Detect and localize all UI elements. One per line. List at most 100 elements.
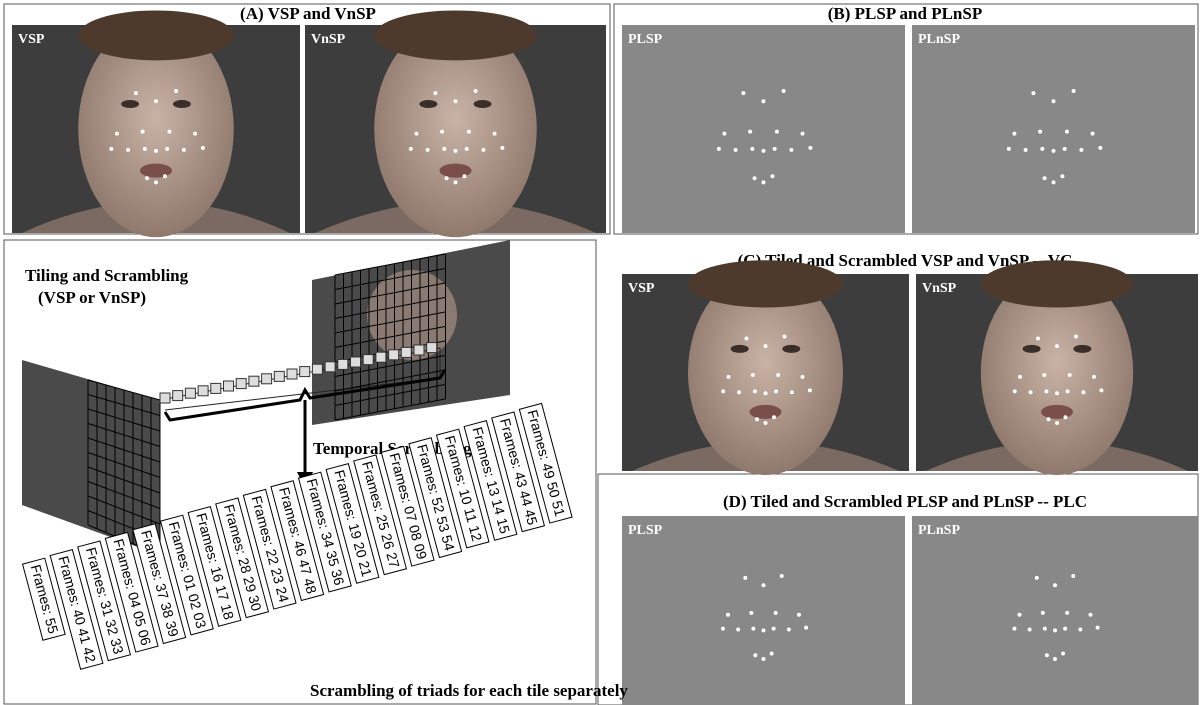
- marker-dot: [782, 89, 786, 93]
- marker-dot: [789, 148, 793, 152]
- marker-dot: [462, 174, 466, 178]
- mouth: [140, 164, 172, 178]
- hair: [688, 260, 843, 307]
- marker-dot: [1061, 651, 1065, 655]
- panel-title: (B) PLSP and PLnSP: [828, 4, 982, 23]
- frame-cube: [211, 383, 221, 393]
- hair: [78, 10, 234, 60]
- marker-dot: [1036, 336, 1040, 340]
- marker-dot: [1012, 132, 1016, 136]
- marker-dot: [764, 391, 768, 395]
- marker-dot: [433, 91, 437, 95]
- marker-dot: [1074, 335, 1078, 339]
- image-label: VSP: [628, 281, 655, 296]
- marker-dot: [414, 132, 418, 136]
- marker-dot: [1024, 148, 1028, 152]
- marker-dot: [1041, 611, 1045, 615]
- frame-cube: [401, 347, 411, 357]
- mouth: [1041, 405, 1073, 419]
- marker-dot: [801, 132, 805, 136]
- marker-dot: [1072, 89, 1076, 93]
- frame-cube: [312, 364, 322, 374]
- marker-dot: [1055, 391, 1059, 395]
- display-bg: [622, 516, 905, 705]
- marker-dot: [1018, 375, 1022, 379]
- frame-cube: [160, 393, 170, 403]
- marker-dot: [1007, 147, 1011, 151]
- marker-dot: [755, 417, 759, 421]
- marker-dot: [126, 148, 130, 152]
- eye: [419, 100, 437, 108]
- panel-title: (D) Tiled and Scrambled PLSP and PLnSP -…: [723, 492, 1087, 511]
- image-label: PLSP: [628, 523, 663, 538]
- marker-dot: [804, 626, 808, 630]
- marker-dot: [474, 89, 478, 93]
- marker-dot: [749, 611, 753, 615]
- marker-dot: [1031, 91, 1035, 95]
- mouth: [750, 405, 782, 419]
- frame-cube: [363, 355, 373, 365]
- frame-cube: [249, 376, 259, 386]
- marker-dot: [1081, 390, 1085, 394]
- marker-dot: [445, 176, 449, 180]
- marker-dot: [1063, 147, 1067, 151]
- marker-dot: [743, 576, 747, 580]
- marker-dot: [426, 148, 430, 152]
- eye: [1023, 345, 1041, 353]
- marker-dot: [770, 651, 774, 655]
- marker-dot: [442, 147, 446, 151]
- marker-dot: [773, 147, 777, 151]
- marker-dot: [750, 147, 754, 151]
- marker-dot: [467, 130, 471, 134]
- marker-dot: [1063, 627, 1067, 631]
- marker-dot: [1066, 389, 1070, 393]
- marker-dot: [1079, 148, 1083, 152]
- marker-dot: [744, 336, 748, 340]
- marker-dot: [790, 390, 794, 394]
- marker-dot: [808, 146, 812, 150]
- marker-dot: [722, 132, 726, 136]
- marker-dot: [774, 389, 778, 393]
- frame-cube: [338, 359, 348, 369]
- marker-dot: [1063, 415, 1067, 419]
- marker-dot: [1065, 130, 1069, 134]
- marker-dot: [1053, 657, 1057, 661]
- marker-dot: [721, 389, 725, 393]
- frame-cube: [300, 367, 310, 377]
- image: PLnSP: [912, 25, 1195, 233]
- marker-dot: [774, 611, 778, 615]
- marker-dot: [783, 335, 787, 339]
- marker-dot: [465, 147, 469, 151]
- hair: [981, 260, 1133, 307]
- marker-dot: [134, 91, 138, 95]
- marker-dot: [762, 180, 766, 184]
- marker-dot: [154, 149, 158, 153]
- frame-cube: [427, 343, 437, 353]
- marker-dot: [726, 613, 730, 617]
- diagram-title: Tiling and Scrambling: [25, 266, 189, 285]
- hair: [374, 10, 537, 60]
- marker-dot: [717, 147, 721, 151]
- marker-dot: [154, 99, 158, 103]
- marker-dot: [751, 373, 755, 377]
- frame-cube: [376, 352, 386, 362]
- frame-cube: [274, 371, 284, 381]
- marker-dot: [1043, 176, 1047, 180]
- marker-dot: [1018, 613, 1022, 617]
- marker-dot: [143, 147, 147, 151]
- marker-dot: [1038, 130, 1042, 134]
- frame-cube: [414, 345, 424, 355]
- marker-dot: [167, 130, 171, 134]
- marker-dot: [762, 628, 766, 632]
- marker-dot: [780, 574, 784, 578]
- marker-dot: [737, 390, 741, 394]
- marker-dot: [1043, 627, 1047, 631]
- eye: [1073, 345, 1091, 353]
- marker-dot: [1060, 174, 1064, 178]
- display-bg: [622, 25, 905, 233]
- image-label: PLnSP: [918, 523, 960, 538]
- frame-cube: [236, 379, 246, 389]
- marker-dot: [727, 375, 731, 379]
- marker-dot: [1071, 574, 1075, 578]
- marker-dot: [1044, 389, 1048, 393]
